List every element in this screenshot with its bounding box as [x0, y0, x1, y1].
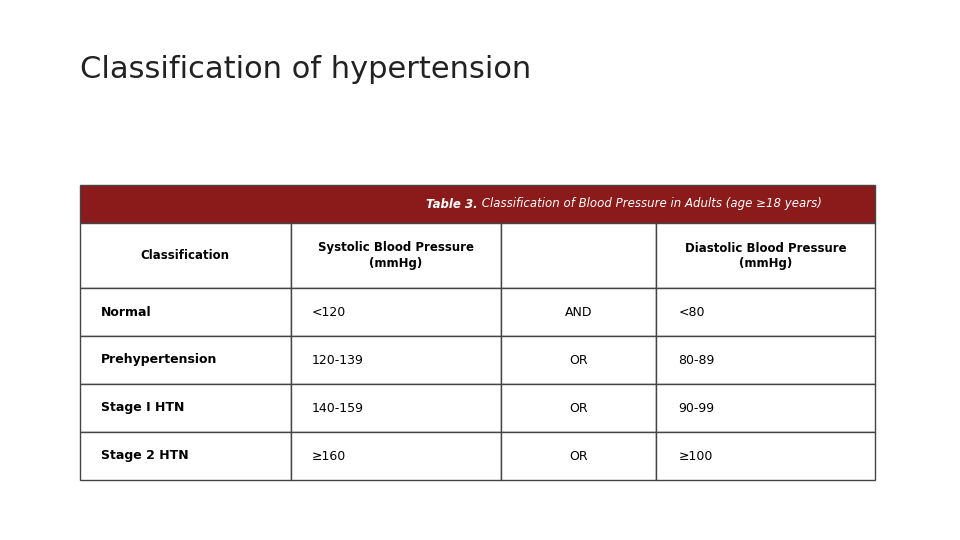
- Bar: [657, 288, 875, 336]
- Bar: [291, 384, 501, 432]
- Bar: [291, 432, 501, 480]
- Bar: [657, 432, 875, 480]
- Bar: [291, 223, 501, 288]
- Text: 140-159: 140-159: [312, 402, 364, 415]
- Bar: [501, 223, 657, 288]
- Text: Classification: Classification: [141, 249, 229, 262]
- Text: OR: OR: [569, 402, 588, 415]
- Text: Systolic Blood Pressure
(mmHg): Systolic Blood Pressure (mmHg): [318, 241, 474, 269]
- Bar: [501, 432, 657, 480]
- Text: ≥160: ≥160: [312, 449, 346, 462]
- Bar: [291, 336, 501, 384]
- Text: Classification of hypertension: Classification of hypertension: [80, 55, 531, 84]
- Bar: [657, 336, 875, 384]
- Bar: [501, 336, 657, 384]
- Text: 90-99: 90-99: [678, 402, 714, 415]
- Bar: [80, 336, 291, 384]
- Bar: [80, 185, 875, 223]
- Text: Diastolic Blood Pressure
(mmHg): Diastolic Blood Pressure (mmHg): [684, 241, 847, 269]
- Text: Table 3.: Table 3.: [426, 198, 477, 211]
- Bar: [80, 223, 291, 288]
- Bar: [80, 384, 291, 432]
- Text: Classification of Blood Pressure in Adults (age ≥18 years): Classification of Blood Pressure in Adul…: [477, 198, 822, 211]
- Bar: [657, 223, 875, 288]
- Text: Prehypertension: Prehypertension: [101, 354, 218, 367]
- Text: AND: AND: [565, 306, 592, 319]
- Text: OR: OR: [569, 354, 588, 367]
- Text: <80: <80: [678, 306, 705, 319]
- Text: Stage 2 HTN: Stage 2 HTN: [101, 449, 189, 462]
- Bar: [657, 384, 875, 432]
- Bar: [80, 432, 291, 480]
- Text: ≥100: ≥100: [678, 449, 712, 462]
- Bar: [501, 288, 657, 336]
- Text: OR: OR: [569, 449, 588, 462]
- Text: Normal: Normal: [101, 306, 152, 319]
- Text: Stage I HTN: Stage I HTN: [101, 402, 184, 415]
- Text: <120: <120: [312, 306, 346, 319]
- Bar: [80, 288, 291, 336]
- Bar: [501, 384, 657, 432]
- Bar: [291, 288, 501, 336]
- Text: 120-139: 120-139: [312, 354, 364, 367]
- Text: 80-89: 80-89: [678, 354, 714, 367]
